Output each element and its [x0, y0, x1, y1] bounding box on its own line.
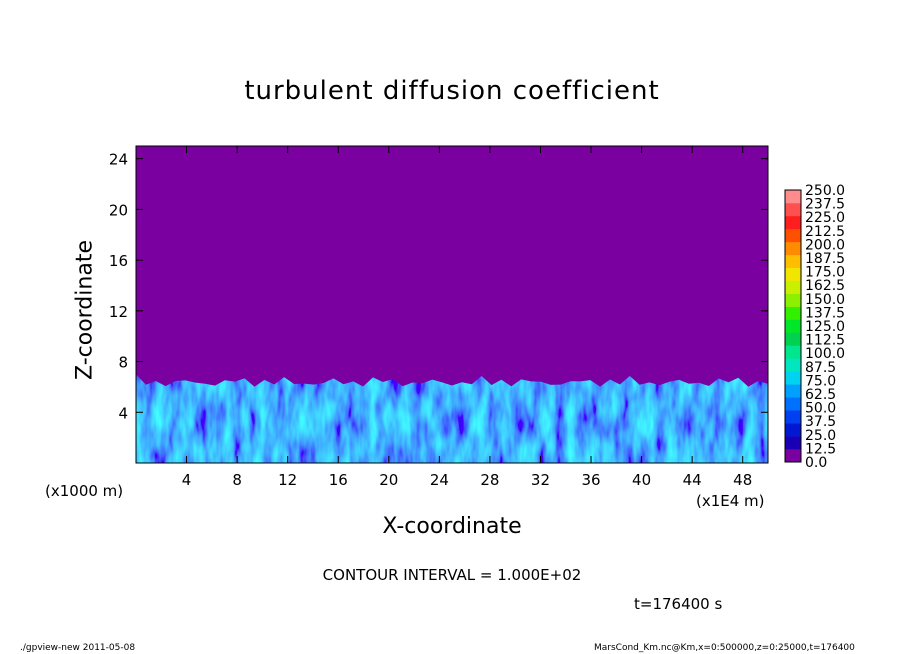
colorbar-swatch: [785, 358, 801, 372]
footer-left-text: ./gpview-new 2011-05-08: [20, 643, 136, 653]
x-tick-label: 32: [531, 471, 550, 489]
x-tick-label: 28: [480, 471, 499, 489]
x-tick-label: 44: [683, 471, 702, 489]
colorbar-label: 25.0: [805, 428, 836, 444]
colorbar-label: 112.5: [805, 333, 845, 349]
colorbar-swatch: [785, 332, 801, 346]
colorbar-swatch: [785, 423, 801, 437]
colorbar-label: 237.5: [805, 197, 845, 213]
colorbar-label: 62.5: [805, 387, 836, 403]
x-tick-label: 36: [581, 471, 600, 489]
colorbar-swatch: [785, 306, 801, 320]
colorbar-label: 125.0: [805, 319, 845, 335]
colorbar-swatch: [785, 202, 801, 217]
x-unit-right: (x1E4 m): [696, 492, 765, 510]
colorbar-label: 100.0: [805, 346, 845, 362]
y-axis-label: Z-coordinate: [72, 240, 98, 380]
colorbar-label: 225.0: [805, 210, 845, 226]
x-unit-left: (x1000 m): [45, 482, 124, 500]
colorbar-label: 212.5: [805, 224, 845, 240]
colorbar-label: 200.0: [805, 237, 845, 253]
colorbar-label: 150.0: [805, 292, 845, 308]
colorbar-swatch: [785, 319, 801, 333]
colorbar-swatch: [785, 190, 801, 204]
colorbar-label: 187.5: [805, 251, 845, 267]
colorbar-label: 137.5: [805, 305, 845, 321]
x-axis-label: X-coordinate: [382, 514, 522, 539]
colorbar-label: 175.0: [805, 265, 845, 281]
colorbar-swatch: [785, 371, 801, 385]
colorbar-swatch: [785, 397, 801, 411]
y-tick-label: 24: [109, 151, 128, 169]
colorbar-swatch: [785, 215, 801, 230]
time-readout: t=176400 s: [634, 595, 723, 613]
x-tick-label: 16: [329, 471, 348, 489]
colorbar-swatch: [785, 436, 801, 450]
colorbar-label: 162.5: [805, 278, 845, 294]
colorbar-swatch: [785, 254, 801, 269]
colorbar-label: 0.0: [805, 455, 827, 471]
x-tick-label: 4: [182, 471, 192, 489]
x-tick-label: 48: [733, 471, 752, 489]
colorbar-frame: [784, 189, 802, 463]
plot-frame: [135, 145, 769, 464]
turbulent-texture: [136, 374, 768, 463]
colorbar-label: 87.5: [805, 360, 836, 376]
colorbar-swatch: [785, 410, 801, 424]
colorbar: 0.012.525.037.550.062.575.087.5100.0112.…: [784, 183, 845, 471]
contour-interval-text: CONTOUR INTERVAL = 1.000E+02: [322, 566, 582, 584]
colorbar-swatch: [785, 293, 801, 307]
y-tick-label: 12: [109, 303, 128, 321]
x-tick-label: 8: [232, 471, 242, 489]
colorbar-label: 75.0: [805, 373, 836, 389]
colorbar-swatch: [785, 267, 801, 281]
x-tick-label: 24: [430, 471, 449, 489]
footer-right-text: MarsCond_Km.nc@Km,x=0:500000,z=0:25000,t…: [594, 643, 855, 653]
colorbar-swatch: [785, 228, 801, 243]
colorbar-label: 50.0: [805, 401, 836, 417]
y-tick-label: 8: [118, 354, 128, 372]
y-tick-label: 16: [109, 252, 128, 270]
colorbar-swatch: [785, 384, 801, 398]
chart-title: turbulent diffusion coefficient: [244, 76, 660, 106]
x-tick-label: 20: [379, 471, 398, 489]
colorbar-swatch: [785, 241, 801, 256]
colorbar-label: 37.5: [805, 414, 836, 430]
y-tick-label: 4: [118, 404, 128, 422]
colorbar-label: 12.5: [805, 441, 836, 457]
colorbar-label: 250.0: [805, 183, 845, 199]
colorbar-swatch: [785, 280, 801, 294]
y-tick-label: 20: [109, 201, 128, 219]
colorbar-swatch: [785, 449, 801, 463]
x-tick-label: 40: [632, 471, 651, 489]
colorbar-swatch: [785, 345, 801, 359]
plot-area: [136, 146, 768, 463]
x-tick-label: 12: [278, 471, 297, 489]
